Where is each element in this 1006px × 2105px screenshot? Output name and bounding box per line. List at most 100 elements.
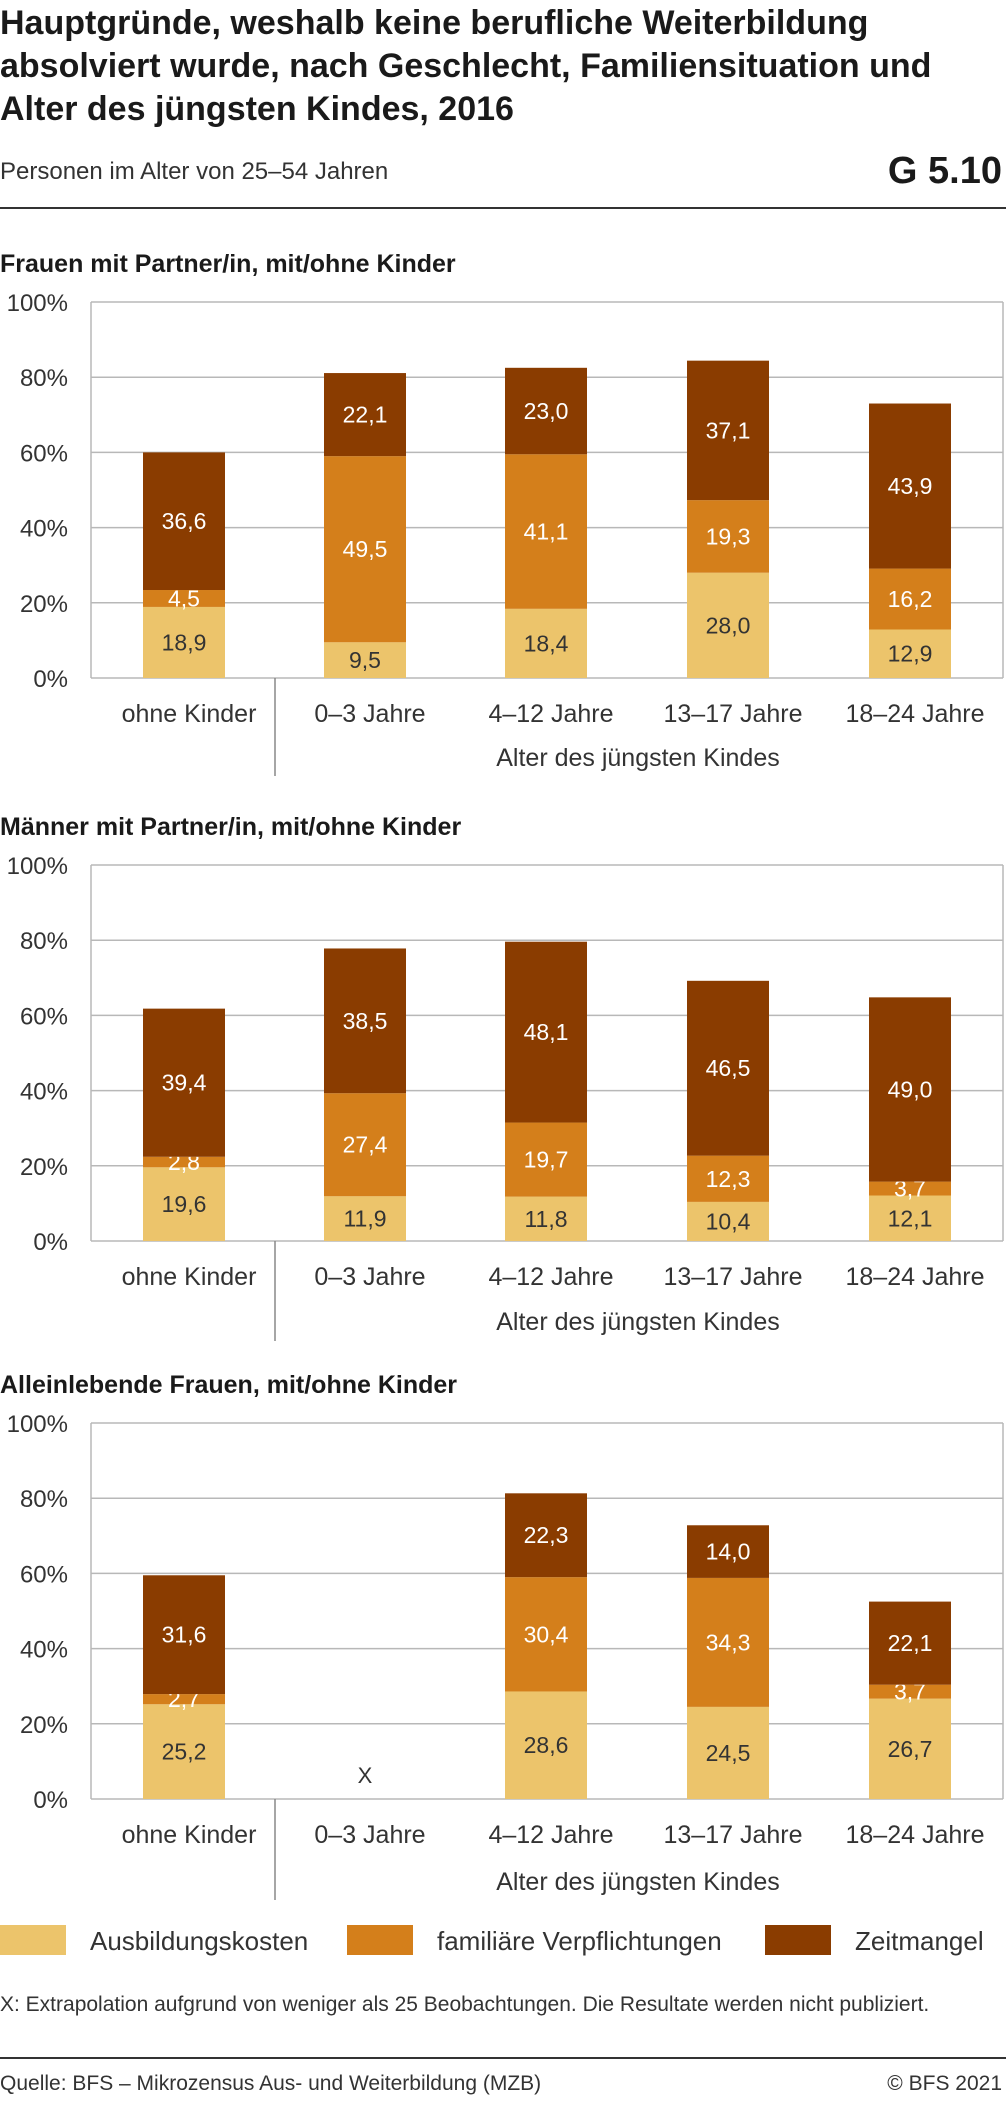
data-label: 24,5 (706, 1740, 751, 1766)
y-tick-label: 0% (33, 1787, 68, 1814)
data-label: 49,5 (343, 536, 388, 562)
x-tick-label: 18–24 Jahre (845, 700, 984, 728)
bar-segment (869, 1698, 951, 1799)
x-axis-label: Alter des jüngsten Kindes (496, 744, 780, 772)
bar-segment (143, 1575, 225, 1695)
bar-segment (505, 1122, 587, 1197)
bar-segment (143, 1008, 225, 1157)
y-tick-label: 100% (7, 290, 68, 317)
x-tick-label: ohne Kinder (122, 1263, 257, 1291)
data-label: 11,9 (343, 1206, 386, 1232)
bar-segment (324, 1196, 406, 1241)
data-label: 39,4 (162, 1070, 207, 1096)
bar-segment (505, 1691, 587, 1799)
data-label: 10,4 (706, 1208, 751, 1234)
bar-segment (324, 642, 406, 678)
data-label: 28,6 (524, 1732, 569, 1758)
data-label: 14,0 (706, 1539, 751, 1565)
bar-segment (687, 360, 769, 501)
y-tick-label: 80% (20, 1486, 68, 1513)
data-label: 22,1 (888, 1630, 933, 1656)
y-tick-label: 60% (20, 1561, 68, 1588)
data-label: 30,4 (524, 1621, 569, 1647)
bar-segment (324, 373, 406, 457)
legend-swatch-familiaere-verpflichtungen (347, 1925, 413, 1955)
bar-segment (505, 367, 587, 455)
data-label: 12,3 (706, 1166, 751, 1192)
legend: Ausbildungskosten familiäre Verpflichtun… (0, 1923, 1006, 1963)
bar-segment (687, 1525, 769, 1578)
bar-segment (687, 1155, 769, 1202)
bar-segment (687, 1577, 769, 1707)
bar-segment (869, 1195, 951, 1241)
x-tick-label: 13–17 Jahre (663, 1821, 802, 1849)
figure-code: G 5.10 (887, 150, 1002, 192)
bar-segment (687, 980, 769, 1156)
legend-swatch-ausbildungskosten (0, 1925, 66, 1955)
x-tick-label: ohne Kinder (122, 700, 257, 728)
data-label: 31,6 (162, 1622, 207, 1648)
bar-segment (505, 608, 587, 678)
y-tick-label: 0% (33, 1229, 68, 1256)
data-label: 22,3 (524, 1522, 569, 1548)
y-tick-label: 100% (7, 853, 68, 880)
x-tick-label: ohne Kinder (122, 1821, 257, 1849)
bar-segment (324, 948, 406, 1094)
data-label: 22,1 (343, 402, 388, 428)
data-label: 19,3 (706, 523, 751, 549)
footnote: X: Extrapolation aufgrund von weniger al… (0, 1993, 930, 2016)
data-label: 27,4 (343, 1132, 388, 1158)
y-tick-label: 0% (33, 666, 68, 693)
bar-segment (687, 1706, 769, 1799)
x-tick-label: 13–17 Jahre (663, 700, 802, 728)
y-tick-label: 80% (20, 365, 68, 392)
bar-segment (505, 1577, 587, 1692)
source-text: Quelle: BFS – Mikrozensus Aus- und Weite… (0, 2072, 542, 2095)
y-tick-label: 20% (20, 1712, 68, 1739)
bar-segment (869, 1684, 951, 1699)
chart-title: Männer mit Partner/in, mit/ohne Kinder (0, 813, 461, 841)
x-tick-label: 4–12 Jahre (488, 1263, 613, 1291)
chart-title: Alleinlebende Frauen, mit/ohne Kinder (0, 1371, 457, 1399)
bar-segment (869, 997, 951, 1182)
x-axis-label: Alter des jüngsten Kindes (496, 1868, 780, 1896)
bar-segment (687, 500, 769, 573)
y-tick-label: 80% (20, 928, 68, 955)
footer-divider (0, 2057, 1006, 2059)
legend-label-familiaere-verpflichtungen: familiäre Verpflichtungen (437, 1926, 722, 1956)
bar-segment (687, 572, 769, 678)
copyright-text: © BFS 2021 (887, 2072, 1002, 2095)
data-label: 48,1 (524, 1019, 569, 1045)
legend-label-ausbildungskosten: Ausbildungskosten (90, 1926, 309, 1956)
data-label: 34,3 (706, 1629, 751, 1655)
x-tick-label: 18–24 Jahre (845, 1263, 984, 1291)
x-tick-label: 4–12 Jahre (488, 700, 613, 728)
data-label: 9,5 (349, 647, 381, 673)
y-tick-label: 40% (20, 1079, 68, 1106)
data-label: 19,7 (524, 1147, 569, 1173)
x-tick-label: 0–3 Jahre (314, 700, 425, 728)
bar-segment (505, 1196, 587, 1241)
bar-segment (869, 1601, 951, 1685)
data-label: 23,0 (524, 398, 569, 424)
y-tick-label: 40% (20, 516, 68, 543)
y-tick-label: 60% (20, 1003, 68, 1030)
y-tick-label: 100% (7, 1411, 68, 1438)
data-label: 18,9 (162, 629, 207, 655)
data-label: 28,0 (706, 612, 751, 638)
bar-segment (143, 452, 225, 591)
data-label: 46,5 (706, 1055, 751, 1081)
bar-segment (869, 568, 951, 630)
data-label: 49,0 (888, 1076, 933, 1102)
data-label: 12,1 (888, 1205, 933, 1231)
bar-segment (869, 1181, 951, 1196)
bar-segment (324, 1093, 406, 1197)
data-label: 16,2 (888, 586, 933, 612)
bar-segment (143, 1167, 225, 1241)
y-tick-label: 20% (20, 1154, 68, 1181)
bar-segment (143, 1694, 225, 1705)
data-label: 11,8 (524, 1206, 567, 1232)
bar-segment (505, 454, 587, 609)
bar-segment (143, 606, 225, 678)
